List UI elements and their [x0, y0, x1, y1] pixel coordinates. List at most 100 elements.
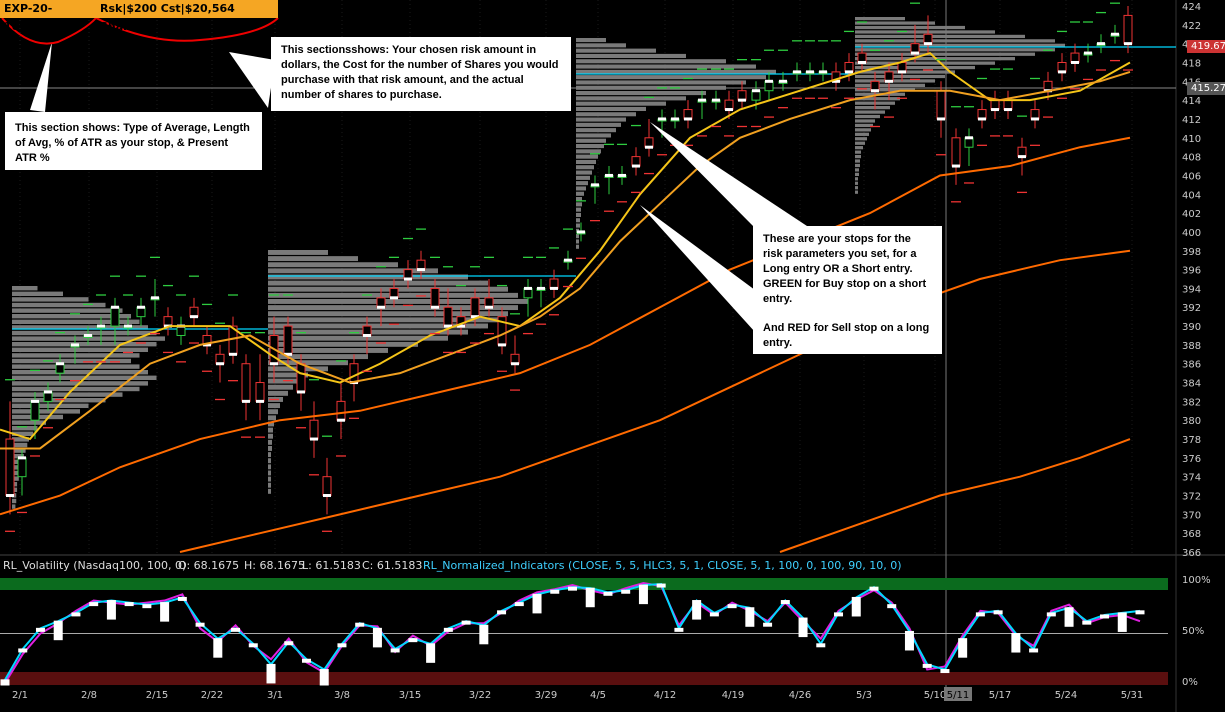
vol-profile-may: [855, 119, 875, 123]
vol-profile-feb: [12, 431, 34, 436]
close-marker: [390, 296, 398, 300]
vol-profile-may: [855, 114, 880, 119]
price-tick-label: 380: [1182, 416, 1201, 427]
vol-profile-apr: [576, 202, 582, 207]
vol-profile-feb: [12, 308, 123, 313]
volatility-study-label[interactable]: RL_Volatility (Nasdaq100, 100, 0): [3, 559, 187, 572]
volatility-bar: [319, 669, 329, 686]
vol-profile-mar: [268, 335, 448, 341]
vol-profile-apr: [576, 112, 636, 117]
date-tick-label: 3/29: [535, 690, 557, 701]
normalized-study-label[interactable]: RL_Normalized_Indicators (CLOSE, 5, 5, H…: [423, 559, 902, 572]
study-label[interactable]: EXP-20-100%-1%: [0, 0, 96, 33]
vol-profile-apr: [576, 133, 611, 138]
close-marker: [658, 117, 666, 121]
vol-profile-mar: [268, 464, 271, 470]
close-marker: [444, 324, 452, 328]
close-marker: [1031, 117, 1039, 121]
close-marker: [124, 324, 132, 328]
vol-profile-mar: [268, 403, 280, 409]
vol-profile-may: [855, 163, 860, 168]
volatility-bar: [603, 591, 613, 596]
vol-profile-feb: [12, 465, 21, 470]
vol-profile-may: [855, 190, 858, 194]
vol-profile-may: [855, 128, 871, 132]
vol-profile-feb: [12, 454, 24, 459]
volatility-bar: [1064, 607, 1074, 627]
close-marker: [151, 296, 159, 300]
close-marker: [819, 70, 827, 74]
vol-profile-mar: [268, 354, 368, 360]
date-tick-label: 2/1: [12, 690, 28, 701]
volatility-bar: [1100, 614, 1110, 619]
vol-profile-apr: [576, 53, 686, 58]
volatility-bar: [958, 638, 968, 658]
date-tick-label: 2/22: [201, 690, 223, 701]
candle-body: [1123, 14, 1133, 45]
close-marker: [725, 108, 733, 112]
vol-profile-may: [855, 177, 858, 181]
volatility-bar: [390, 648, 400, 653]
vol-profile-apr: [576, 75, 766, 80]
close-marker: [645, 145, 653, 149]
vol-profile-apr: [576, 43, 626, 48]
volatility-bar: [763, 622, 773, 627]
vol-profile-mar: [268, 384, 293, 390]
volatility-bar: [568, 586, 577, 591]
close-marker: [618, 173, 626, 177]
vol-profile-may: [855, 34, 1025, 39]
risk-label[interactable]: Rsk|$200 Cst|$20,564 Shares|49: [96, 0, 278, 33]
price-tick-label: 366: [1182, 548, 1201, 559]
vol-profile-mar: [268, 250, 328, 255]
vol-profile-may: [855, 61, 995, 65]
close-marker: [137, 305, 145, 309]
price-tick-label: 368: [1182, 529, 1201, 540]
volatility-bar: [408, 638, 418, 643]
volatility-bar: [851, 596, 861, 617]
close-marker: [270, 362, 278, 366]
volatility-bar: [975, 612, 985, 617]
date-tick-label: 3/1: [267, 690, 283, 701]
volatility-bar: [89, 602, 99, 607]
close-marker: [765, 79, 773, 83]
vol-profile-mar: [268, 268, 438, 274]
signal-line: [4, 582, 1141, 684]
vol-profile-apr: [576, 170, 592, 175]
close-marker: [937, 117, 945, 121]
candle-body: [110, 306, 120, 327]
vol-profile-may: [855, 52, 1035, 56]
vol-profile-feb: [12, 302, 106, 308]
volatility-bar: [887, 604, 897, 609]
volatility-bar: [106, 600, 116, 620]
vol-profile-feb: [12, 459, 23, 464]
callout-stops-text-2: And RED for Sell stop on a long entry.: [763, 322, 930, 349]
close-marker: [779, 79, 787, 83]
vol-profile-mar: [268, 488, 271, 494]
vol-profile-apr: [576, 64, 756, 69]
close-marker: [377, 305, 385, 309]
close-marker: [1004, 108, 1012, 112]
close-marker: [752, 89, 760, 93]
lower-study-header: RL_Volatility (Nasdaq100, 100, 0) O: 68.…: [0, 557, 1225, 575]
close-marker: [738, 98, 746, 102]
price-tick-label: 408: [1182, 153, 1201, 164]
vol-profile-may: [855, 159, 860, 163]
date-tick-label: 5/17: [989, 690, 1011, 701]
vol-profile-apr: [576, 154, 598, 159]
vol-profile-apr: [576, 144, 604, 149]
vol-profile-apr: [576, 218, 580, 223]
header-brace: [95, 17, 279, 42]
vol-profile-mar: [268, 348, 388, 353]
date-tick-label: 2/8: [81, 690, 97, 701]
close-marker: [404, 277, 412, 281]
close-marker: [885, 79, 893, 83]
date-tick-label: 3/15: [399, 690, 421, 701]
close-marker: [1058, 70, 1066, 74]
close-marker: [924, 42, 932, 46]
vol-profile-feb: [12, 325, 148, 330]
close-marker: [297, 390, 305, 394]
candle-body: [470, 297, 480, 318]
vol-profile-may: [855, 48, 1055, 52]
close-marker: [698, 98, 706, 102]
